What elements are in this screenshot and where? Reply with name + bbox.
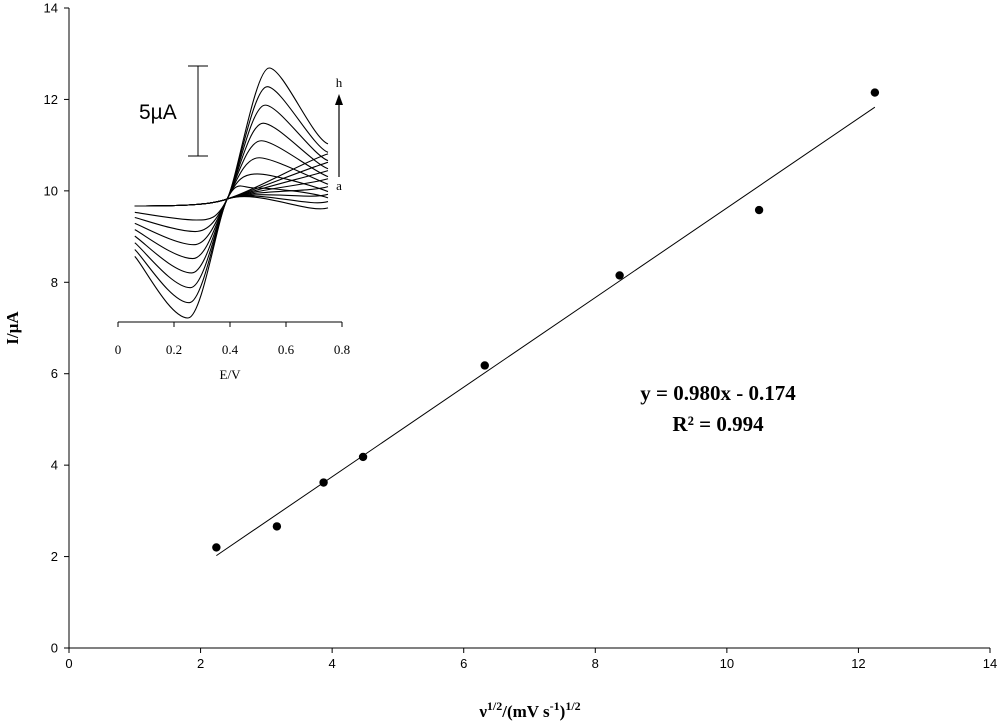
cv-curve-d [134,140,329,260]
y-axis-title: I/µA [3,311,22,345]
main-plot: 0 2 4 6 8 10 12 14 0 2 4 6 8 10 12 14 ν1/2/(mV s-1)1/2… [3,1,997,722]
inset-x-tick-label: 0.4 [222,342,239,357]
y-tick-label: 6 [51,366,58,381]
y-ticks: 0 2 4 6 8 10 12 14 [44,1,69,656]
r-squared-label: R² = 0.994 [672,412,764,436]
scale-bar: 5µA [139,65,208,157]
voltammogram-curves [134,67,329,319]
cv-curve-b [134,173,329,233]
data-point [212,543,221,552]
y-tick-label: 14 [44,1,58,16]
curve-label-last: h [336,75,343,90]
data-point [615,271,624,280]
inset-x-tick-label: 0.2 [166,342,182,357]
y-tick-label: 8 [51,275,58,290]
data-point [319,478,328,487]
x-tick-label: 10 [720,656,734,671]
data-point [754,205,764,215]
x-tick-label: 4 [329,656,336,671]
x-ticks: 0 2 4 6 8 10 12 14 [65,648,997,671]
regression-equation: y = 0.980x - 0.174 [640,381,796,405]
data-point [480,361,489,370]
cv-curve-h [134,67,329,319]
y-tick-label: 10 [44,183,58,198]
x-tick-label: 8 [592,656,599,671]
x-tick-label: 2 [197,656,204,671]
x-tick-label: 6 [460,656,467,671]
data-point [272,522,282,531]
inset-x-axis-title: E/V [220,367,242,382]
x-axis-title: ν1/2/(mV s-1)1/2 [478,699,580,721]
arrow-head [335,94,343,105]
inset-x-ticks: 0 0.2 0.4 0.6 0.8 [115,322,350,357]
y-tick-label: 12 [44,92,58,107]
inset-plot: 0 0.2 0.4 0.6 0.8 E/V 5µA h a [115,65,350,382]
curve-label-first: a [336,178,342,193]
curve-order-arrow: h a [335,75,343,193]
data-point [870,88,880,97]
inset-x-tick-label: 0.8 [334,342,350,357]
y-tick-label: 2 [51,549,58,564]
x-tick-label: 14 [983,656,997,671]
data-points [212,88,880,552]
scale-bar-label: 5µA [139,101,177,124]
x-tick-label: 0 [65,656,72,671]
y-tick-label: 0 [51,641,58,656]
inset-x-tick-label: 0 [115,342,122,357]
inset-x-tick-label: 0.6 [278,342,295,357]
data-point [358,452,368,462]
x-tick-label: 12 [851,656,865,671]
y-tick-label: 4 [51,458,58,473]
